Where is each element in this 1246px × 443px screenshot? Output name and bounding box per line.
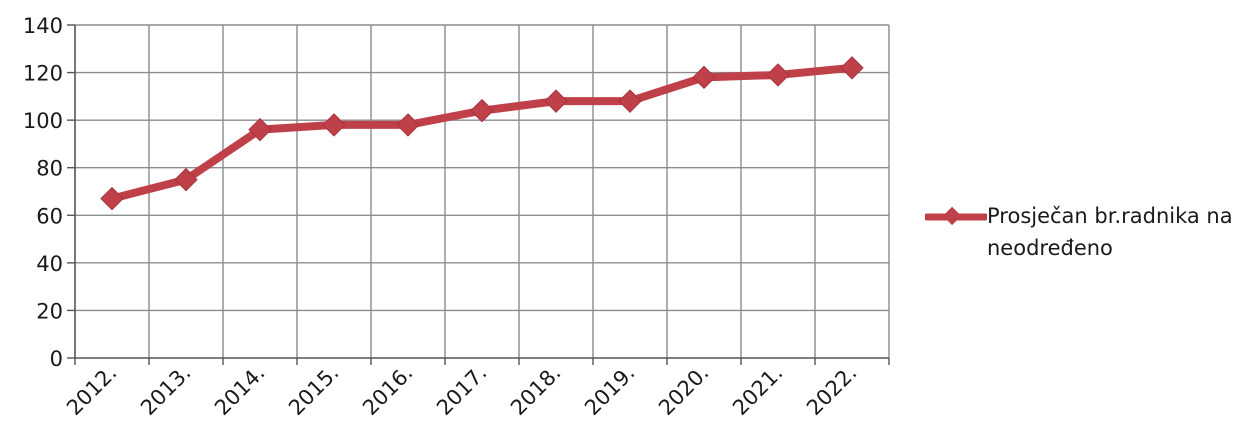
x-tick-label: 2012. (62, 361, 121, 420)
y-tick-label: 140 (23, 14, 63, 38)
axes (67, 24, 890, 365)
x-tick-label: 2014. (210, 361, 269, 420)
data-point-marker (322, 113, 346, 137)
x-tick-label: 2022. (802, 361, 861, 420)
data-point-marker (396, 113, 420, 137)
series (100, 56, 864, 211)
x-tick-label: 2015. (284, 361, 343, 420)
data-point-marker (470, 98, 494, 123)
data-point-marker (544, 89, 568, 113)
x-tick-label: 2016. (358, 361, 417, 420)
data-point-marker (840, 56, 864, 80)
data-point-marker (618, 89, 642, 113)
data-point-marker (692, 65, 716, 90)
x-tick-label: 2019. (580, 361, 639, 420)
x-tick-labels: 2012. 2013. 2014. 2015. 2016. 2017. 2018. 2019.… (62, 361, 861, 420)
y-tick-label: 80 (36, 157, 63, 181)
x-tick-label: 2020. (654, 361, 713, 420)
x-tick-label: 2021. (728, 361, 787, 420)
data-point-marker (174, 167, 198, 192)
data-point-marker (248, 117, 272, 142)
x-tick-label: 2018. (506, 361, 565, 420)
y-tick-label: 60 (36, 204, 63, 228)
x-tick-label: 2013. (136, 361, 195, 420)
y-tick-label: 120 (23, 62, 63, 86)
legend-marker (925, 206, 987, 226)
data-point-marker (766, 63, 790, 87)
y-tick-label: 0 (50, 347, 63, 371)
y-tick-label: 20 (36, 299, 63, 323)
data-point-marker (100, 186, 124, 211)
legend-label: Prosječan br.radnika na neodređeno (987, 204, 1233, 260)
y-tick-labels: 0 20 40 60 80 100 120 140 (23, 14, 63, 371)
x-tick-label: 2017. (432, 361, 491, 420)
y-tick-label: 40 (36, 252, 63, 276)
y-tick-label: 100 (23, 109, 63, 133)
